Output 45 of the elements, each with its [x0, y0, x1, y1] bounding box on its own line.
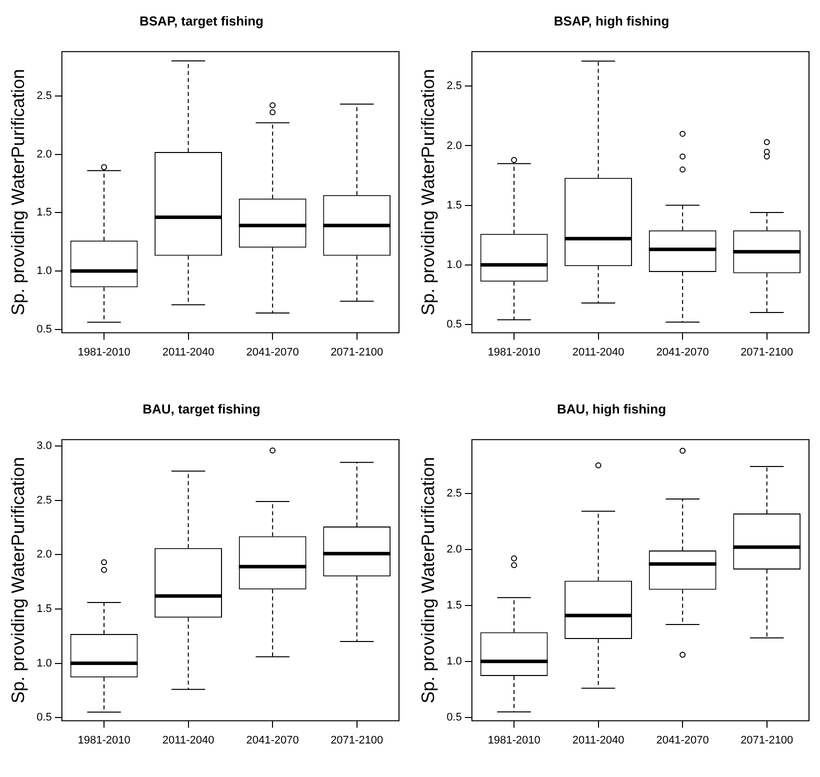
- x-tick-label: 2041-2070: [656, 346, 709, 358]
- y-axis-title: Sp. providing WaterPurification: [418, 68, 438, 316]
- x-tick-label: 1981-2010: [78, 734, 130, 746]
- y-axis-title: Sp. providing WaterPurification: [418, 456, 438, 704]
- chart-title: BSAP, high fishing: [554, 13, 670, 28]
- chart-title: BAU, high fishing: [556, 401, 666, 416]
- y-tick-label: 2.5: [446, 487, 462, 500]
- chart-title: BSAP, target fishing: [139, 13, 264, 28]
- y-axis-title: Sp. providing WaterPurification: [8, 68, 28, 316]
- y-tick-label: 1.0: [36, 657, 52, 670]
- y-tick-label: 2.0: [36, 548, 52, 561]
- y-tick-label: 1.0: [36, 264, 52, 277]
- y-tick-label: 0.5: [36, 323, 52, 336]
- y-tick-label: 0.5: [36, 712, 52, 724]
- y-tick-label: 2.0: [446, 140, 462, 152]
- y-tick-label: 0.5: [446, 318, 462, 330]
- x-tick-label: 2041-2070: [246, 346, 299, 358]
- x-tick-label: 2071-2100: [740, 734, 794, 746]
- chart-title: BAU, target fishing: [142, 401, 260, 416]
- y-axis-title: Sp. providing WaterPurification: [8, 456, 28, 704]
- x-tick-label: 2041-2070: [656, 734, 709, 746]
- y-tick-label: 1.5: [446, 199, 462, 212]
- x-tick-label: 2011-2040: [162, 734, 214, 746]
- x-tick-label: 2071-2100: [330, 346, 384, 358]
- y-tick-label: 2.5: [36, 494, 52, 506]
- x-tick-label: 1981-2010: [78, 346, 130, 358]
- x-tick-label: 2071-2100: [330, 734, 384, 746]
- y-tick-label: 0.5: [446, 711, 462, 724]
- y-tick-label: 1.0: [446, 258, 462, 271]
- y-tick-label: 1.5: [36, 603, 52, 616]
- x-tick-label: 1981-2010: [488, 734, 540, 746]
- x-tick-label: 2071-2100: [740, 346, 794, 358]
- y-tick-label: 2.5: [446, 80, 462, 92]
- x-tick-label: 2011-2040: [572, 734, 624, 746]
- x-tick-label: 2011-2040: [572, 346, 624, 358]
- y-tick-label: 2.0: [446, 543, 462, 556]
- y-tick-label: 3.0: [36, 440, 52, 452]
- y-tick-label: 2.0: [36, 148, 52, 160]
- x-tick-label: 2041-2070: [246, 734, 299, 746]
- y-tick-label: 2.5: [36, 90, 52, 102]
- y-tick-label: 1.5: [446, 599, 462, 612]
- y-tick-label: 1.5: [36, 206, 52, 219]
- x-tick-label: 2011-2040: [162, 346, 214, 358]
- y-tick-label: 1.0: [446, 655, 462, 668]
- x-tick-label: 1981-2010: [488, 346, 540, 358]
